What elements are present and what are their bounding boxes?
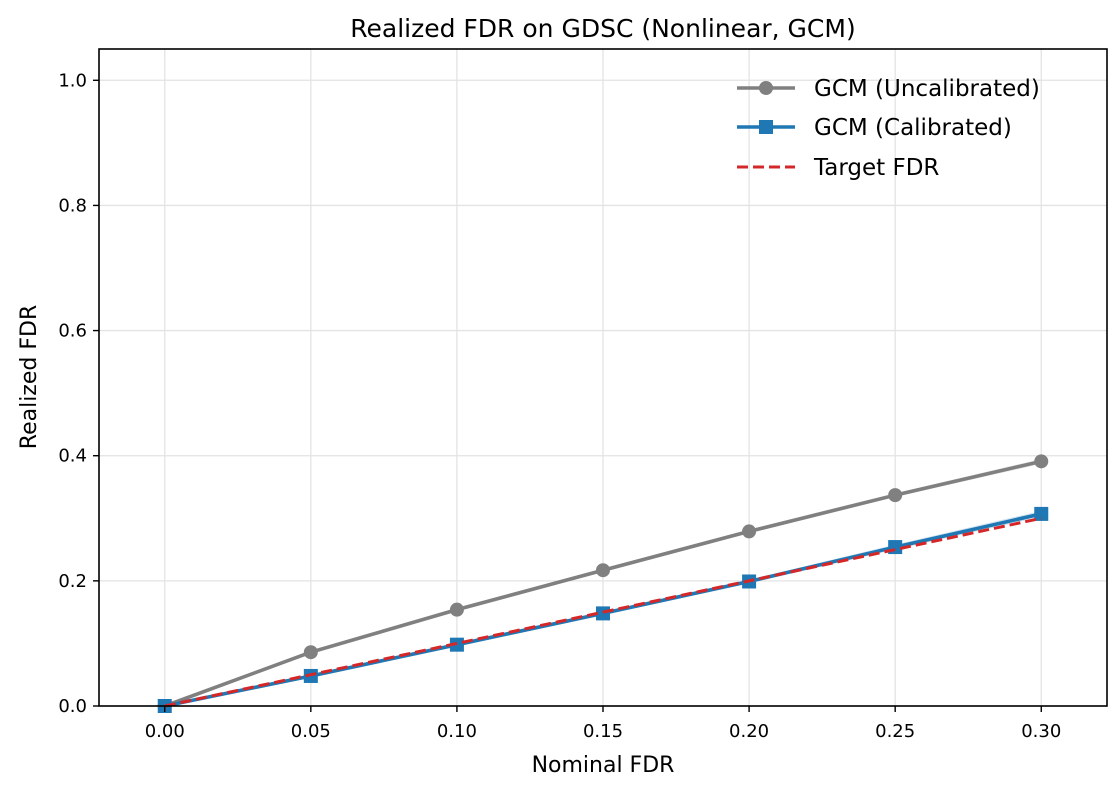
- y-axis-label: Realized FDR: [17, 305, 42, 449]
- x-tick-label: 0.05: [291, 721, 331, 742]
- x-tick-label: 0.00: [145, 721, 185, 742]
- data-point-square: [596, 606, 610, 621]
- legend-label: GCM (Calibrated): [814, 115, 1012, 141]
- legend-label: Target FDR: [813, 155, 939, 181]
- y-tick-label: 1.0: [58, 70, 87, 91]
- legend-marker-square: [759, 120, 773, 134]
- data-point-circle: [1034, 454, 1049, 469]
- x-axis-ticks: 0.00 0.05 0.10 0.15 0.20 0.25 0.30: [145, 706, 1061, 742]
- y-tick-label: 0.8: [58, 195, 87, 216]
- legend-label: GCM (Uncalibrated): [814, 76, 1040, 102]
- confidence-bands: [164, 458, 1042, 706]
- series-band: [164, 458, 1042, 706]
- data-point-circle: [888, 488, 903, 503]
- data-point-circle: [596, 563, 610, 578]
- x-tick-label: 0.15: [583, 721, 623, 742]
- data-point-circle: [742, 524, 757, 539]
- y-tick-label: 0.2: [58, 571, 87, 592]
- data-point-square: [1034, 506, 1049, 521]
- x-tick-label: 0.30: [1021, 721, 1061, 742]
- data-point-circle: [449, 602, 464, 617]
- data-point-circle: [303, 645, 318, 660]
- legend: GCM (Uncalibrated) GCM (Calibrated) Target…: [737, 76, 1040, 181]
- y-axis-ticks: 0.0 0.2 0.4 0.6 0.8 1.0: [58, 70, 99, 717]
- y-tick-label: 0.0: [58, 696, 87, 717]
- y-tick-label: 0.4: [58, 446, 87, 467]
- x-tick-label: 0.25: [875, 721, 915, 742]
- x-axis-label: Nominal FDR: [532, 753, 675, 778]
- y-tick-label: 0.6: [58, 321, 87, 342]
- x-tick-label: 0.20: [729, 721, 769, 742]
- x-tick-label: 0.10: [437, 721, 477, 742]
- legend-marker-circle: [759, 81, 773, 95]
- chart-title: Realized FDR on GDSC (Nonlinear, GCM): [350, 14, 855, 43]
- series-line: [164, 516, 1042, 708]
